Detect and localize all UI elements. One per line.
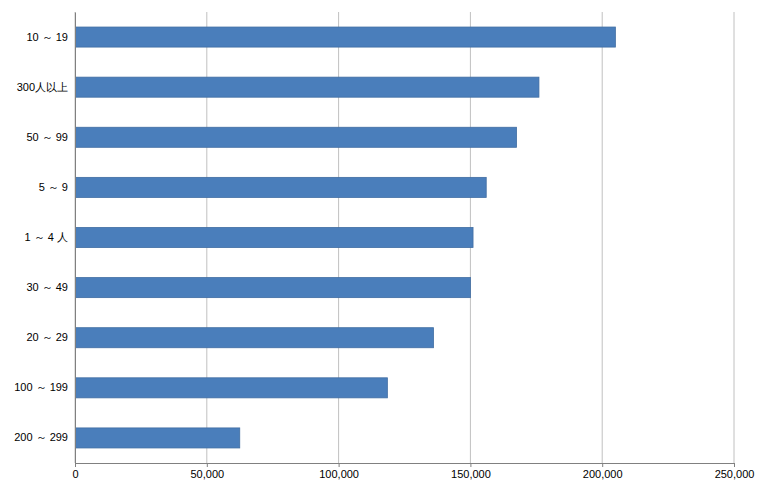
tick: 300人以上 — [17, 81, 75, 93]
bar — [75, 428, 240, 448]
bar — [75, 127, 517, 147]
category-label: 300人以上 — [17, 81, 68, 93]
grid-line — [75, 12, 76, 463]
category-label: 1 ～ 4 人 — [25, 231, 68, 243]
axis-line — [75, 13, 76, 464]
bars — [75, 27, 615, 448]
tick-label: 0 — [72, 468, 78, 480]
tick-label: 250,000 — [715, 468, 755, 480]
tick: 250,000 — [715, 463, 755, 480]
chart-container: 0 50,000 100,000 150,000 200,000 250,000 10 ～ … — [0, 0, 761, 491]
axis-line — [76, 464, 735, 468]
tick-mark — [207, 463, 208, 467]
bar — [75, 227, 473, 247]
grid — [75, 12, 734, 463]
category-label: 50 ～ 99 — [26, 131, 68, 143]
tick: 50,000 — [190, 463, 224, 480]
tick-mark — [339, 463, 340, 467]
grid-line — [602, 12, 603, 463]
grid-line — [734, 12, 735, 463]
tick: 200 ～ 299 — [14, 431, 75, 443]
tick: 5 ～ 9 — [39, 181, 75, 193]
bar — [75, 177, 486, 197]
tick-mark — [602, 463, 603, 467]
tick: 150,000 — [451, 463, 491, 480]
chart-svg: 0 50,000 100,000 150,000 200,000 250,000 10 ～ … — [0, 0, 761, 491]
tick: 200,000 — [583, 463, 623, 480]
tick: 100 ～ 199 — [14, 381, 75, 393]
tick-label: 200,000 — [583, 468, 623, 480]
category-label: 100 ～ 199 — [14, 381, 68, 393]
tick: 30 ～ 49 — [26, 281, 75, 293]
bar — [75, 278, 470, 298]
tick-label: 150,000 — [451, 468, 491, 480]
bar — [75, 27, 615, 47]
bar — [75, 378, 387, 398]
category-label: 5 ～ 9 — [39, 181, 68, 193]
tick: 1 ～ 4 人 — [25, 231, 75, 243]
tick-mark — [75, 463, 76, 467]
category-label: 30 ～ 49 — [26, 281, 68, 293]
x-axis: 0 50,000 100,000 150,000 200,000 250,000 — [72, 463, 754, 480]
category-label: 10 ～ 19 — [26, 31, 68, 43]
bar — [75, 77, 539, 97]
tick: 50 ～ 99 — [26, 131, 75, 143]
bar — [75, 328, 433, 348]
tick: 0 — [72, 463, 78, 480]
tick: 100,000 — [319, 463, 359, 480]
category-label: 200 ～ 299 — [14, 431, 68, 443]
tick-label: 100,000 — [319, 468, 359, 480]
category-label: 20 ～ 29 — [26, 331, 68, 343]
tick-label: 50,000 — [190, 468, 224, 480]
tick-mark — [470, 463, 471, 467]
tick-mark — [734, 463, 735, 467]
plot-area: 0 50,000 100,000 150,000 200,000 250,000 10 ～ … — [14, 12, 754, 480]
y-axis: 10 ～ 19 300人以上 50 ～ 99 5 ～ 9 1 ～ 4 人 30 ～ 49 2… — [14, 13, 75, 464]
tick: 20 ～ 29 — [26, 331, 75, 343]
tick: 10 ～ 19 — [26, 31, 75, 43]
